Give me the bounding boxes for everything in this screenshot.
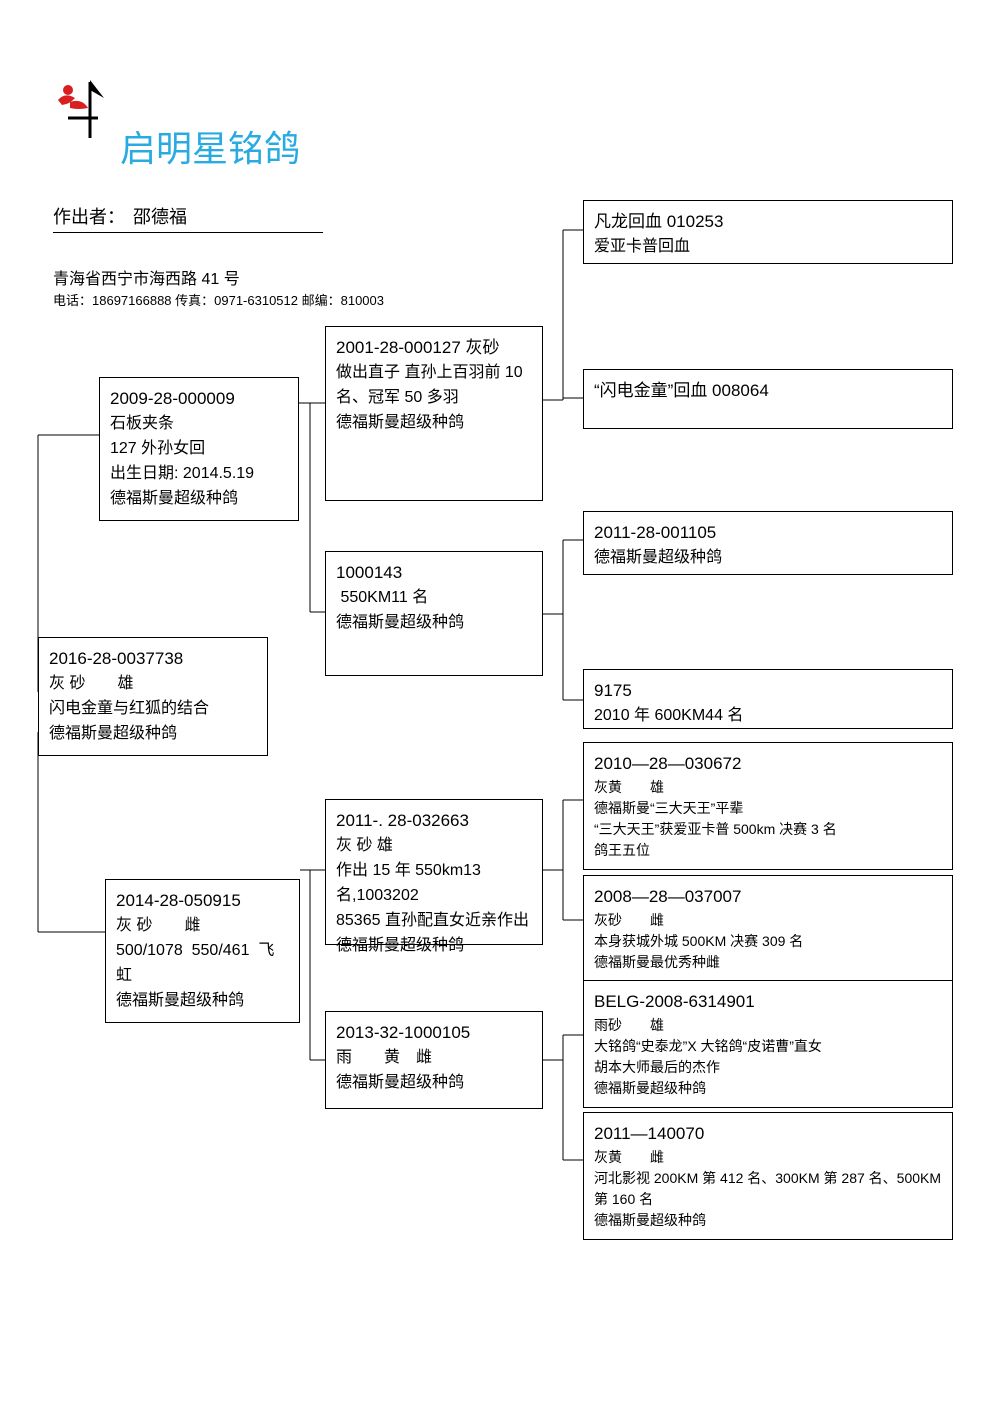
author-name: 邵德福 bbox=[128, 203, 217, 233]
node-line: 灰砂 雌 bbox=[594, 910, 942, 931]
node-line: 2013-32-1000105 bbox=[336, 1020, 532, 1046]
node-line: 2010—28—030672 bbox=[594, 751, 942, 777]
node-line: 德福斯曼超级种鸽 bbox=[110, 487, 288, 512]
node-line: 闪电金童与红狐的结合 bbox=[49, 697, 257, 722]
node-line: 2014-28-050915 bbox=[116, 888, 289, 914]
pedigree-node-ggp1: 凡龙回血 010253爱亚卡普回血 bbox=[583, 200, 953, 264]
node-line: 凡龙回血 010253 bbox=[594, 209, 942, 235]
node-line: 石板夹条 bbox=[110, 412, 288, 437]
node-line: 2009-28-000009 bbox=[110, 386, 288, 412]
node-line: 9175 bbox=[594, 678, 942, 704]
node-line: 灰黄 雌 bbox=[594, 1147, 942, 1168]
node-line: 出生日期: 2014.5.19 bbox=[110, 462, 288, 487]
node-line: 2001-28-000127 灰砂 bbox=[336, 335, 532, 361]
node-line: 爱亚卡普回血 bbox=[594, 235, 942, 260]
pedigree-node-ggp6: 2008—28—037007灰砂 雌本身获城外城 500KM 决赛 309 名德… bbox=[583, 875, 953, 982]
node-line: 雨砂 雄 bbox=[594, 1015, 942, 1036]
node-line: 做出直子 直孙上百羽前 10 名、冠军 50 多羽 bbox=[336, 361, 532, 411]
author-underline bbox=[53, 232, 323, 233]
node-line: 雨 黄 雌 bbox=[336, 1046, 532, 1071]
node-line: 2016-28-0037738 bbox=[49, 646, 257, 672]
node-line: 2010 年 600KM44 名 bbox=[594, 704, 942, 729]
contact: 电话：18697166888 传真：0971-6310512 邮编：810003 bbox=[53, 290, 384, 309]
brand-logo bbox=[50, 80, 120, 140]
address: 青海省西宁市海西路 41 号 bbox=[53, 265, 240, 289]
node-line: 500/1078 550/461 飞虹 bbox=[116, 939, 289, 989]
node-line: “闪电金童”回血 008064 bbox=[594, 378, 942, 404]
node-line: “三大天王”获爱亚卡普 500km 决赛 3 名 bbox=[594, 819, 942, 840]
node-line: 灰 砂 雄 bbox=[49, 672, 257, 697]
pedigree-node-ggp4: 91752010 年 600KM44 名 bbox=[583, 669, 953, 729]
node-line: 德福斯曼超级种鸽 bbox=[336, 1071, 532, 1096]
node-line: 胡本大师最后的杰作 bbox=[594, 1057, 942, 1078]
node-line: 作出 15 年 550km13 名,1003202 bbox=[336, 859, 532, 909]
pedigree-node-ggp2: “闪电金童”回血 008064 bbox=[583, 369, 953, 429]
pedigree-node-ggp7: BELG-2008-6314901雨砂 雄大铭鸽“史泰龙”X 大铭鸽“皮诺曹”直… bbox=[583, 980, 953, 1108]
node-line: 1000143 bbox=[336, 560, 532, 586]
node-line: 鸽王五位 bbox=[594, 840, 942, 861]
pedigree-node-ggp3: 2011-28-001105德福斯曼超级种鸽 bbox=[583, 511, 953, 575]
pedigree-node-subject: 2016-28-0037738灰 砂 雄闪电金童与红狐的结合德福斯曼超级种鸽 bbox=[38, 637, 268, 756]
brand-title: 启明星铭鸽 bbox=[120, 120, 300, 172]
pedigree-node-gp1: 2001-28-000127 灰砂做出直子 直孙上百羽前 10 名、冠军 50 … bbox=[325, 326, 543, 501]
node-line: 2011—140070 bbox=[594, 1121, 942, 1147]
node-line: 河北影视 200KM 第 412 名、300KM 第 287 名、500KM 第… bbox=[594, 1168, 942, 1210]
node-line: 德福斯曼“三大天王”平辈 bbox=[594, 798, 942, 819]
author-label: 作出者： bbox=[53, 203, 125, 229]
node-line: 德福斯曼超级种鸽 bbox=[116, 989, 289, 1014]
node-line: 德福斯曼超级种鸽 bbox=[49, 722, 257, 747]
pedigree-node-ggp5: 2010—28—030672灰黄 雄德福斯曼“三大天王”平辈“三大天王”获爱亚卡… bbox=[583, 742, 953, 870]
node-line: 550KM11 名 bbox=[336, 586, 532, 611]
node-line: 德福斯曼超级种鸽 bbox=[594, 1078, 942, 1099]
node-line: 德福斯曼最优秀种雌 bbox=[594, 952, 942, 973]
node-line: 大铭鸽“史泰龙”X 大铭鸽“皮诺曹”直女 bbox=[594, 1036, 942, 1057]
node-line: 2008—28—037007 bbox=[594, 884, 942, 910]
node-line: 灰 砂 雌 bbox=[116, 914, 289, 939]
pedigree-node-gp4: 2013-32-1000105雨 黄 雌德福斯曼超级种鸽 bbox=[325, 1011, 543, 1109]
node-line: 德福斯曼超级种鸽 bbox=[336, 611, 532, 636]
pedigree-node-ggp8: 2011—140070灰黄 雌河北影视 200KM 第 412 名、300KM … bbox=[583, 1112, 953, 1240]
node-line: 德福斯曼超级种鸽 bbox=[594, 546, 942, 571]
node-line: 灰黄 雄 bbox=[594, 777, 942, 798]
node-line: 德福斯曼超级种鸽 bbox=[594, 1210, 942, 1231]
node-line: 本身获城外城 500KM 决赛 309 名 bbox=[594, 931, 942, 952]
node-line: 德福斯曼超级种鸽 bbox=[336, 934, 532, 959]
node-line: 2011-28-001105 bbox=[594, 520, 942, 546]
node-line: 85365 直孙配直女近亲作出 bbox=[336, 909, 532, 934]
node-line: 127 外孙女回 bbox=[110, 437, 288, 462]
pedigree-node-gp2: 1000143 550KM11 名德福斯曼超级种鸽 bbox=[325, 551, 543, 676]
node-line: 德福斯曼超级种鸽 bbox=[336, 411, 532, 436]
pedigree-node-sire: 2009-28-000009石板夹条127 外孙女回出生日期: 2014.5.1… bbox=[99, 377, 299, 521]
pedigree-node-gp3: 2011-. 28-032663灰 砂 雄作出 15 年 550km13 名,1… bbox=[325, 799, 543, 945]
pedigree-node-dam: 2014-28-050915灰 砂 雌500/1078 550/461 飞虹德福… bbox=[105, 879, 300, 1023]
node-line: 2011-. 28-032663 bbox=[336, 808, 532, 834]
node-line: BELG-2008-6314901 bbox=[594, 989, 942, 1015]
node-line: 灰 砂 雄 bbox=[336, 834, 532, 859]
